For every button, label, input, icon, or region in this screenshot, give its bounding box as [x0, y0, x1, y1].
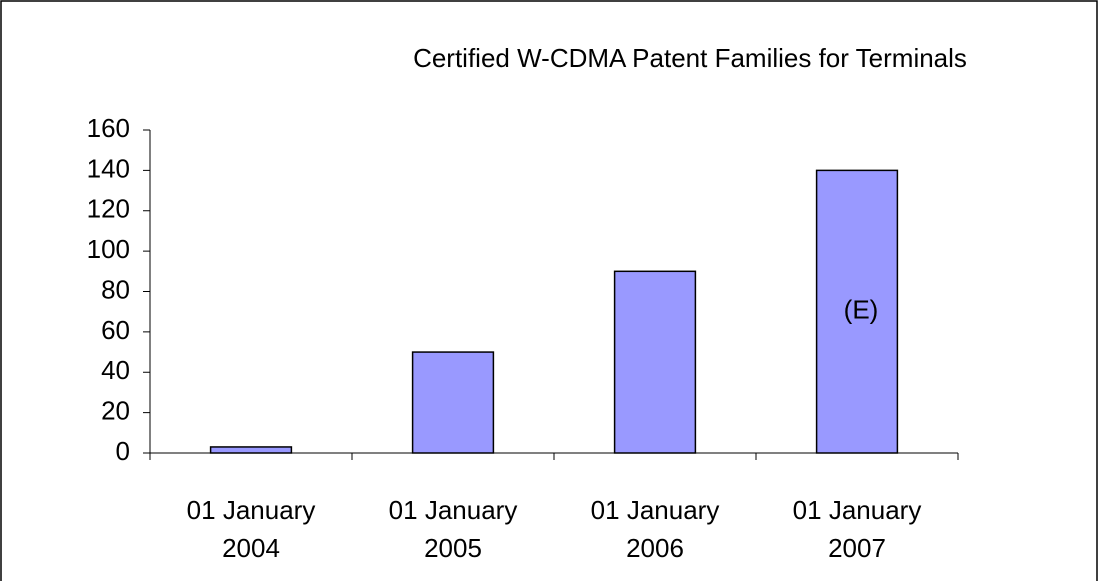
annotation: (E)	[844, 295, 879, 325]
bar	[209, 446, 293, 454]
y-tick-label: 80	[101, 274, 130, 304]
x-tick-label: 01 January 2005	[389, 495, 518, 563]
y-tick-label: 40	[101, 355, 130, 385]
y-tick-label: 100	[87, 234, 130, 264]
y-tick-label: 160	[87, 113, 130, 143]
y-tick-label: 0	[116, 436, 130, 466]
bar	[411, 351, 495, 454]
x-tick-label: 01 January 2004	[187, 495, 316, 563]
y-tick-label: 120	[87, 194, 130, 224]
bar	[815, 169, 899, 454]
x-tick-label: 01 January 2007	[793, 495, 922, 563]
x-tick-label: 01 January 2006	[591, 495, 720, 563]
bar	[613, 270, 697, 454]
y-tick-label: 20	[101, 396, 130, 426]
y-tick-label: 60	[101, 315, 130, 345]
y-tick-label: 140	[87, 153, 130, 183]
chart-title: Certified W-CDMA Patent Families for Ter…	[413, 43, 967, 73]
